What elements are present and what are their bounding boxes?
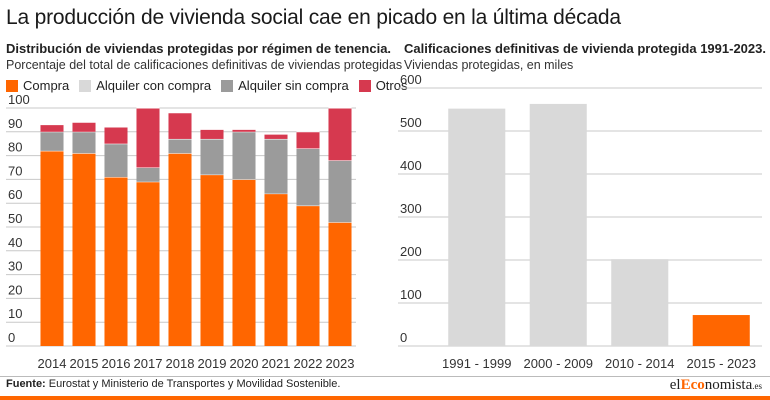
legend-label: Otros [375,78,408,93]
legend-item: Otros [358,78,408,93]
y-tick-label: 400 [400,158,422,173]
x-tick-label: 2017 [134,356,163,371]
y-tick-label: 100 [400,287,422,302]
bar-segment [72,153,96,346]
bar-segment [264,193,288,346]
y-tick-label: 300 [400,201,422,216]
right-chart-subtitle: Calificaciones definitivas de vivienda p… [404,41,766,56]
y-tick-label: 80 [8,140,22,155]
legend-item: Alquiler con compra [79,78,211,93]
brand-prefix: el [669,377,681,393]
y-tick-label: 60 [8,187,22,202]
legend-swatch [221,79,234,92]
left-chart-subtitle2: Porcentaje del total de calificaciones d… [6,58,403,72]
source-note: Fuente: Eurostat y Ministerio de Transpo… [6,378,340,390]
y-tick-label: 50 [8,211,22,226]
x-tick-label: 2018 [166,356,195,371]
legend-label: Alquiler sin compra [238,78,349,93]
brand-accent: Eco [680,377,705,393]
x-tick-label: 2021 [262,356,291,371]
right-chart-header: Calificaciones definitivas de vivienda p… [404,40,766,74]
legend-swatch [358,79,371,92]
bar-segment [328,160,352,223]
bar-segment [136,167,160,182]
bar-segment [232,129,256,132]
x-tick-label: 2023 [326,356,355,371]
x-tick-label: 2019 [198,356,227,371]
right-chart-subtitle2: Viviendas protegidas, en miles [404,58,574,72]
y-tick-label: 90 [8,116,22,131]
y-tick-label: 500 [400,115,422,130]
legend-item: Alquiler sin compra [221,78,349,93]
page-title: La producción de vivienda social cae en … [6,6,621,29]
x-tick-label: 2015 [70,356,99,371]
footer-divider [0,376,770,377]
legend-swatch [6,79,18,92]
source-label: Fuente: [6,378,46,390]
legend-label: Compra [23,78,70,93]
bar-segment [72,122,96,132]
bar-segment [168,112,192,139]
bar [529,103,587,346]
x-tick-label: 2020 [230,356,259,371]
x-tick-label: 2014 [38,356,67,371]
bar-segment [264,138,288,194]
bar-segment [104,177,128,346]
y-tick-label: 0 [8,330,15,345]
bar-segment [296,131,320,149]
x-tick-label: 2000 - 2009 [524,356,593,371]
source-text: Eurostat y Ministerio de Transportes y M… [45,378,341,390]
left-chart-header: Distribución de viviendas protegidas por… [6,40,407,93]
bar [448,108,506,346]
left-chart-subtitle: Distribución de viviendas protegidas por… [6,41,392,56]
bar-segment [104,127,128,144]
brand-bottom-bar [0,396,770,400]
chart-legend: Compra Alquiler con compra Alquiler sin co… [6,78,407,93]
brand-logo[interactable]: elEconomista.es [670,377,762,394]
x-tick-label: 2015 - 2023 [687,356,756,371]
bar [692,315,750,346]
legend-label: Alquiler con compra [96,78,212,93]
bar-segment [104,143,128,178]
bar-segment [328,108,352,161]
x-tick-label: 2016 [102,356,131,371]
bar-segment [40,150,64,346]
bar-segment [40,131,64,151]
legend-swatch [79,79,92,92]
y-tick-label: 40 [8,235,22,250]
y-tick-label: 200 [400,244,422,259]
bar [611,259,669,346]
bar-segment [296,205,320,346]
bar-segment [200,174,224,346]
y-tick-label: 100 [8,92,30,107]
bar-segment [40,124,64,132]
x-tick-label: 2010 - 2014 [605,356,674,371]
x-tick-label: 2022 [294,356,323,371]
bar-segment [72,131,96,154]
y-tick-label: 0 [400,330,407,345]
bar-segment [232,179,256,346]
x-tick-label: 1991 - 1999 [442,356,511,371]
bar-segment [328,222,352,346]
y-tick-label: 600 [400,72,422,87]
brand-suffix: nomista [704,377,753,393]
bar-segment [232,131,256,180]
brand-domain: .es [752,381,762,391]
bar-segment [168,138,192,154]
bar-segment [200,129,224,139]
y-tick-label: 70 [8,163,22,178]
bar-segment [168,153,192,346]
legend-item: Compra [6,78,69,93]
y-tick-label: 20 [8,282,22,297]
bar-segment [264,134,288,139]
bar-segment [296,148,320,206]
y-tick-label: 10 [8,306,22,321]
bar-segment [136,108,160,168]
y-tick-label: 30 [8,259,22,274]
bar-segment [136,181,160,346]
bar-segment [200,138,224,175]
